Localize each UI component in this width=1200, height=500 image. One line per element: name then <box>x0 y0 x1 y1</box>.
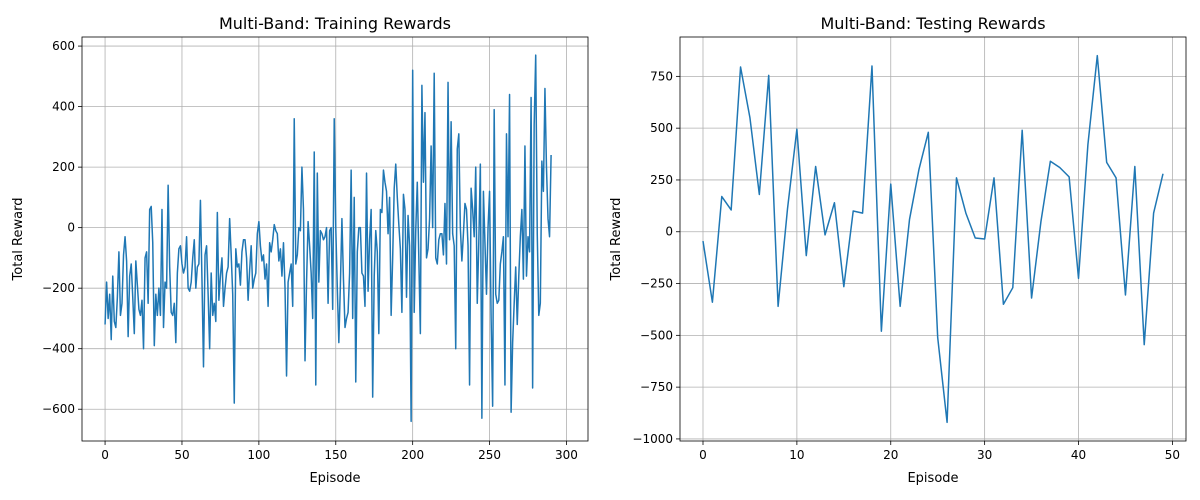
x-tick-label: 150 <box>324 448 347 462</box>
x-tick-label: 30 <box>977 448 992 462</box>
plot-frame <box>81 36 589 442</box>
y-tick-label: 500 <box>650 121 673 135</box>
plot-frame <box>679 36 1187 442</box>
y-tick-label: 200 <box>52 160 75 174</box>
x-tick-label: 300 <box>555 448 578 462</box>
testing-rewards-chart: 0 10 20 30 40 50 −1000 −750 −500 −250 0 250 500 750 M… <box>609 14 1187 486</box>
x-tick-label: 50 <box>174 448 189 462</box>
x-tick-label: 10 <box>789 448 804 462</box>
training-rewards-chart: 0 50 100 150 200 250 300 −600 −400 −200 0 200 400 600… <box>11 14 589 486</box>
y-tick-label: −500 <box>640 328 673 342</box>
y-tick-label: 0 <box>67 221 75 235</box>
y-tick-label: −750 <box>640 380 673 394</box>
x-axis-label: Episode <box>309 471 360 486</box>
y-tick-label: 750 <box>650 69 673 83</box>
y-tick-label: −400 <box>42 342 75 356</box>
series-line <box>702 54 1164 424</box>
y-tick-label: 600 <box>52 39 75 53</box>
x-axis-label: Episode <box>907 471 958 486</box>
y-tick-label: −200 <box>42 281 75 295</box>
y-tick-label: 250 <box>650 173 673 187</box>
y-axis-label: Total Reward <box>609 198 624 282</box>
x-tick-label: 100 <box>247 448 270 462</box>
chart-title: Multi-Band: Testing Rewards <box>820 14 1045 33</box>
series-line <box>104 54 552 423</box>
x-tick-label: 50 <box>1165 448 1180 462</box>
y-tick-label: 0 <box>665 225 673 239</box>
x-tick-label: 0 <box>101 448 109 462</box>
y-tick-label: −600 <box>42 402 75 416</box>
y-tick-label: −250 <box>640 277 673 291</box>
x-tick-label: 250 <box>478 448 501 462</box>
x-tick-label: 40 <box>1071 448 1086 462</box>
y-tick-label: −1000 <box>632 432 673 446</box>
axis-ticks: 0 10 20 30 40 50 −1000 −750 −500 −250 0 250 500 750 <box>632 69 1180 462</box>
y-tick-label: 400 <box>52 100 75 114</box>
x-tick-label: 0 <box>699 448 707 462</box>
x-tick-label: 20 <box>883 448 898 462</box>
x-tick-label: 200 <box>401 448 424 462</box>
axis-ticks: 0 50 100 150 200 250 300 −600 −400 −200 0 200 400 600 <box>42 39 578 462</box>
y-axis-label: Total Reward <box>11 198 26 282</box>
chart-title: Multi-Band: Training Rewards <box>219 14 451 33</box>
